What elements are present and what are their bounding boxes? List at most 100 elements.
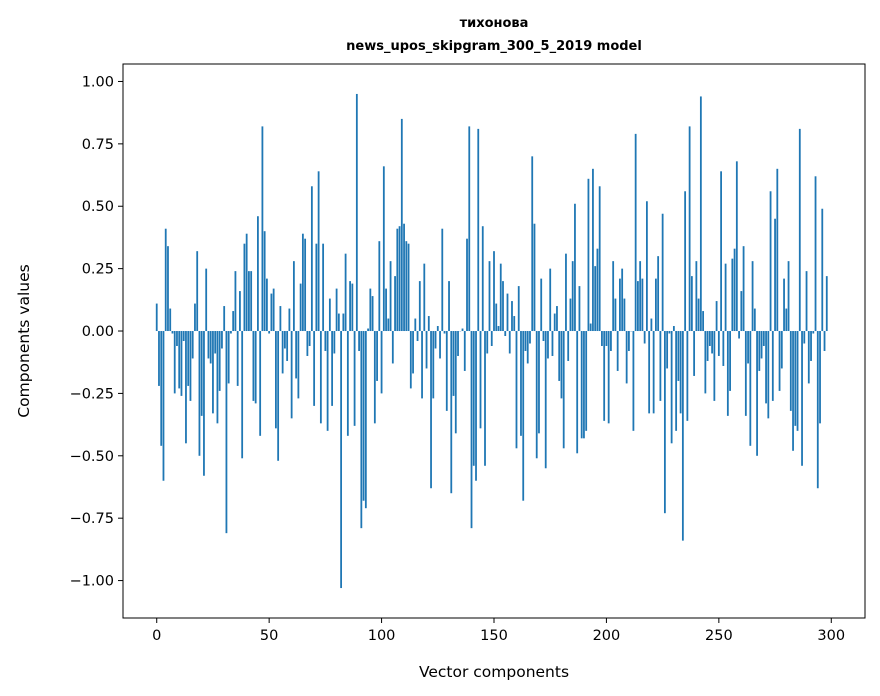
bar bbox=[657, 256, 660, 332]
bar bbox=[297, 331, 300, 399]
bar bbox=[266, 278, 268, 332]
bar bbox=[281, 331, 284, 374]
bar bbox=[605, 331, 608, 346]
bar bbox=[762, 331, 765, 346]
bar bbox=[787, 261, 790, 332]
bar bbox=[740, 291, 743, 332]
bar bbox=[227, 331, 230, 384]
y-tick-label: 0.00 bbox=[82, 324, 114, 340]
bar bbox=[663, 331, 666, 514]
bar bbox=[511, 301, 513, 332]
bar bbox=[443, 331, 446, 334]
bar bbox=[403, 223, 405, 332]
bar bbox=[551, 331, 554, 356]
bar bbox=[805, 271, 808, 332]
bar bbox=[432, 331, 435, 399]
bar bbox=[708, 331, 711, 346]
bar bbox=[295, 331, 298, 379]
bar bbox=[756, 331, 758, 456]
bar bbox=[785, 308, 788, 332]
bar bbox=[522, 331, 525, 501]
x-tick-label: 100 bbox=[368, 628, 396, 644]
bar bbox=[616, 331, 619, 371]
bar bbox=[292, 261, 295, 332]
x-tick-label: 250 bbox=[705, 628, 733, 644]
bar bbox=[639, 261, 642, 332]
bar bbox=[335, 288, 338, 332]
bar bbox=[540, 278, 543, 332]
bar bbox=[547, 331, 549, 359]
bar bbox=[263, 231, 266, 332]
bar bbox=[645, 201, 648, 332]
bar bbox=[351, 283, 354, 332]
bar bbox=[583, 331, 585, 439]
bar bbox=[729, 331, 731, 391]
bar bbox=[371, 296, 374, 332]
bar bbox=[490, 331, 493, 346]
bar bbox=[185, 331, 187, 444]
bar bbox=[200, 331, 203, 416]
bar bbox=[538, 331, 540, 434]
bar bbox=[477, 128, 480, 332]
bar bbox=[765, 331, 767, 404]
bar bbox=[517, 286, 520, 332]
bar bbox=[310, 186, 313, 332]
bar bbox=[533, 223, 536, 332]
y-tick-label: 1.00 bbox=[82, 74, 114, 90]
bar bbox=[317, 171, 320, 332]
bar bbox=[214, 331, 217, 354]
bar bbox=[155, 303, 158, 332]
bar bbox=[194, 303, 196, 332]
bar bbox=[466, 238, 468, 332]
bar bbox=[794, 331, 797, 426]
bar bbox=[733, 248, 736, 332]
bar bbox=[409, 331, 412, 389]
bar bbox=[778, 331, 781, 391]
bar bbox=[672, 326, 675, 332]
bar bbox=[364, 331, 367, 509]
bar bbox=[632, 331, 635, 431]
bar bbox=[816, 331, 819, 489]
y-tick-label: −0.75 bbox=[70, 511, 114, 527]
chart-title-line-2: news_upos_skipgram_300_5_2019 model bbox=[346, 39, 642, 54]
bar bbox=[290, 331, 293, 419]
bar bbox=[274, 331, 277, 429]
axes-frame bbox=[122, 63, 866, 619]
bar bbox=[340, 331, 343, 589]
bar bbox=[574, 203, 576, 332]
bar bbox=[807, 331, 810, 384]
bar bbox=[720, 171, 722, 332]
bar bbox=[207, 331, 210, 359]
bar bbox=[331, 331, 334, 406]
bar bbox=[412, 331, 414, 374]
bar bbox=[812, 331, 815, 334]
bar bbox=[695, 261, 698, 332]
bar bbox=[769, 191, 772, 332]
bar bbox=[187, 331, 190, 386]
bar bbox=[169, 308, 172, 332]
bar bbox=[601, 331, 603, 346]
bar bbox=[326, 331, 329, 431]
bar bbox=[342, 313, 345, 332]
bar bbox=[675, 331, 678, 431]
bar bbox=[544, 331, 547, 469]
bar bbox=[373, 331, 376, 424]
bar bbox=[576, 331, 579, 454]
bar bbox=[711, 331, 714, 354]
bar bbox=[196, 251, 199, 332]
bar bbox=[587, 178, 590, 332]
bar bbox=[652, 331, 655, 414]
bar bbox=[744, 331, 747, 416]
bar bbox=[162, 331, 165, 481]
y-tick-label: −0.25 bbox=[70, 386, 114, 402]
bar bbox=[713, 331, 716, 401]
bar bbox=[753, 308, 756, 332]
bar bbox=[301, 233, 304, 332]
bar bbox=[349, 281, 351, 332]
bar bbox=[272, 288, 275, 332]
bar bbox=[439, 331, 441, 359]
bar bbox=[223, 306, 226, 332]
bar bbox=[742, 246, 745, 332]
bar bbox=[454, 331, 457, 434]
bar bbox=[236, 331, 239, 386]
